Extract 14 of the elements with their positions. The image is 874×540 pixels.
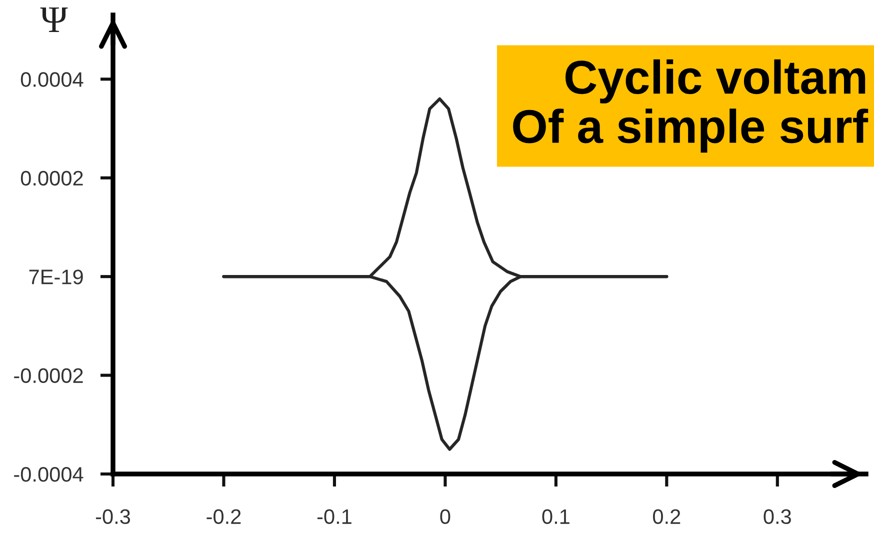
x-tick-label: 0.2 bbox=[653, 509, 680, 524]
x-tick-label: -0.2 bbox=[206, 509, 241, 524]
x-tick-label: 0.3 bbox=[764, 509, 791, 524]
y-tick-label: 7E-19 bbox=[29, 270, 83, 284]
x-tick-label: -0.3 bbox=[96, 509, 130, 524]
y-axis-title: Ψ bbox=[40, 7, 68, 32]
y-tick-label: -0.0004 bbox=[14, 467, 84, 482]
x-tick-label: -0.1 bbox=[317, 509, 352, 524]
text: Cyclic voltam Of a simple surf bbox=[513, 59, 868, 153]
x-tick-label: 0 bbox=[440, 509, 450, 524]
x-tick-label: 0.1 bbox=[542, 509, 570, 524]
y-tick-label: -0.0002 bbox=[14, 368, 83, 384]
y-tick-label: 0.0002 bbox=[20, 170, 83, 186]
y-tick-label: 0.0004 bbox=[20, 72, 84, 87]
